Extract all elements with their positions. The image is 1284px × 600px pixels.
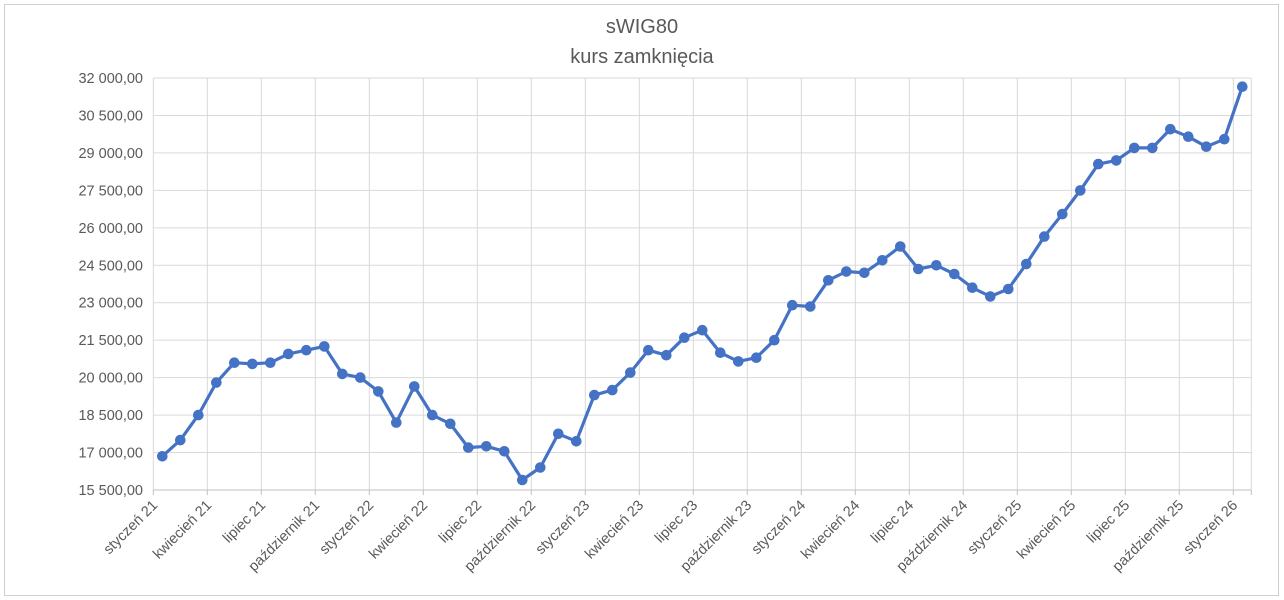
x-axis-tick-label: kwiecień 23	[582, 498, 647, 563]
data-point-marker	[751, 352, 762, 364]
data-point-marker	[1021, 258, 1032, 270]
y-axis-tick-label: 27 500,00	[78, 183, 143, 199]
data-point-marker	[319, 341, 330, 352]
data-point-marker	[895, 241, 906, 252]
data-point-marker	[733, 356, 744, 367]
y-axis-tick-label: 24 500,00	[78, 258, 143, 274]
y-axis-tick-label: 23 000,00	[78, 296, 143, 312]
data-point-marker	[1201, 141, 1212, 152]
data-point-marker	[679, 332, 690, 344]
x-axis-ticks	[152, 490, 1252, 495]
data-point-marker	[535, 462, 546, 473]
data-point-marker	[481, 441, 492, 452]
data-point-marker	[1111, 155, 1122, 166]
data-point-marker	[607, 384, 618, 396]
y-axis-tick-label: 29 000,00	[78, 146, 143, 162]
data-point-marker	[229, 357, 240, 369]
x-axis-tick-label: lipiec 24	[868, 498, 917, 547]
data-point-marker	[643, 344, 654, 356]
x-axis-tick-label: kwiecień 21	[150, 498, 215, 563]
data-point-marker	[1003, 283, 1014, 295]
data-point-marker	[949, 268, 960, 280]
data-point-marker	[1093, 158, 1104, 170]
x-axis-tick-label: kwiecień 24	[798, 498, 863, 563]
y-axis-tick-label: 18 500,00	[78, 408, 143, 424]
data-point-marker	[283, 348, 294, 360]
data-point-marker	[463, 442, 474, 453]
data-point-marker	[661, 349, 672, 361]
x-axis-tick-label: lipiec 23	[652, 498, 701, 547]
data-point-marker	[985, 291, 996, 302]
data-point-marker	[517, 474, 528, 486]
data-point-marker	[1039, 231, 1050, 242]
data-point-marker	[1165, 123, 1176, 135]
data-point-marker	[1075, 185, 1086, 196]
data-point-marker	[715, 347, 726, 359]
x-axis-tick-label: lipiec 21	[220, 498, 269, 547]
data-point-marker	[823, 275, 834, 286]
data-point-marker	[913, 263, 924, 275]
data-point-marker	[409, 381, 420, 392]
data-point-marker	[859, 267, 870, 279]
series-markers	[157, 81, 1248, 486]
data-point-marker	[391, 417, 402, 428]
data-point-marker	[499, 446, 510, 457]
data-point-marker	[427, 409, 438, 421]
y-axis-tick-label: 17 000,00	[78, 446, 143, 462]
data-point-marker	[967, 282, 978, 294]
data-point-marker	[769, 334, 780, 346]
data-point-marker	[211, 377, 222, 388]
data-point-marker	[571, 436, 582, 447]
y-axis-tick-label: 26 000,00	[78, 221, 143, 237]
chart-frame	[4, 4, 1279, 596]
data-point-marker	[1129, 142, 1140, 154]
x-axis-tick-label: kwiecień 22	[366, 498, 431, 563]
data-point-marker	[841, 266, 852, 277]
vertical-gridlines	[152, 78, 1252, 490]
data-point-marker	[1237, 81, 1248, 92]
data-point-marker	[1183, 131, 1194, 142]
data-point-marker	[1219, 133, 1230, 145]
data-point-marker	[445, 418, 456, 430]
data-point-marker	[625, 367, 636, 378]
data-point-marker	[1147, 142, 1158, 154]
data-point-marker	[265, 357, 276, 369]
data-point-marker	[787, 299, 798, 311]
data-point-marker	[589, 389, 600, 401]
data-point-marker	[877, 254, 888, 266]
y-axis-tick-label: 21 500,00	[78, 333, 143, 349]
series-line	[160, 85, 1244, 482]
y-axis-tick-label: 15 500,00	[78, 483, 143, 499]
y-axis-tick-label: 20 000,00	[78, 371, 143, 387]
horizontal-gridlines	[153, 77, 1252, 491]
data-point-marker	[355, 372, 366, 383]
data-point-marker	[337, 368, 348, 380]
data-point-marker	[301, 344, 312, 356]
y-axis-labels: 15 500,00 17 000,00 18 500,00 20 000,00 21 5…	[78, 71, 143, 499]
data-point-marker	[247, 358, 258, 370]
y-axis-tick-label: 30 500,00	[78, 108, 143, 124]
data-point-marker	[931, 260, 942, 271]
data-point-marker	[193, 409, 204, 421]
data-point-marker	[697, 324, 708, 336]
data-point-marker	[175, 434, 186, 446]
x-axis-tick-label: kwiecień 25	[1014, 498, 1079, 563]
x-axis-tick-label: lipiec 22	[436, 498, 485, 547]
data-point-marker	[805, 301, 816, 312]
x-axis-tick-label: lipiec 25	[1084, 498, 1133, 547]
data-point-marker	[157, 451, 168, 462]
data-point-marker	[373, 386, 384, 397]
y-axis-tick-label: 32 000,00	[78, 71, 143, 87]
data-point-marker	[553, 428, 564, 440]
x-axis-tick-label: styczeń 26	[1181, 498, 1241, 558]
data-point-marker	[1057, 208, 1068, 220]
